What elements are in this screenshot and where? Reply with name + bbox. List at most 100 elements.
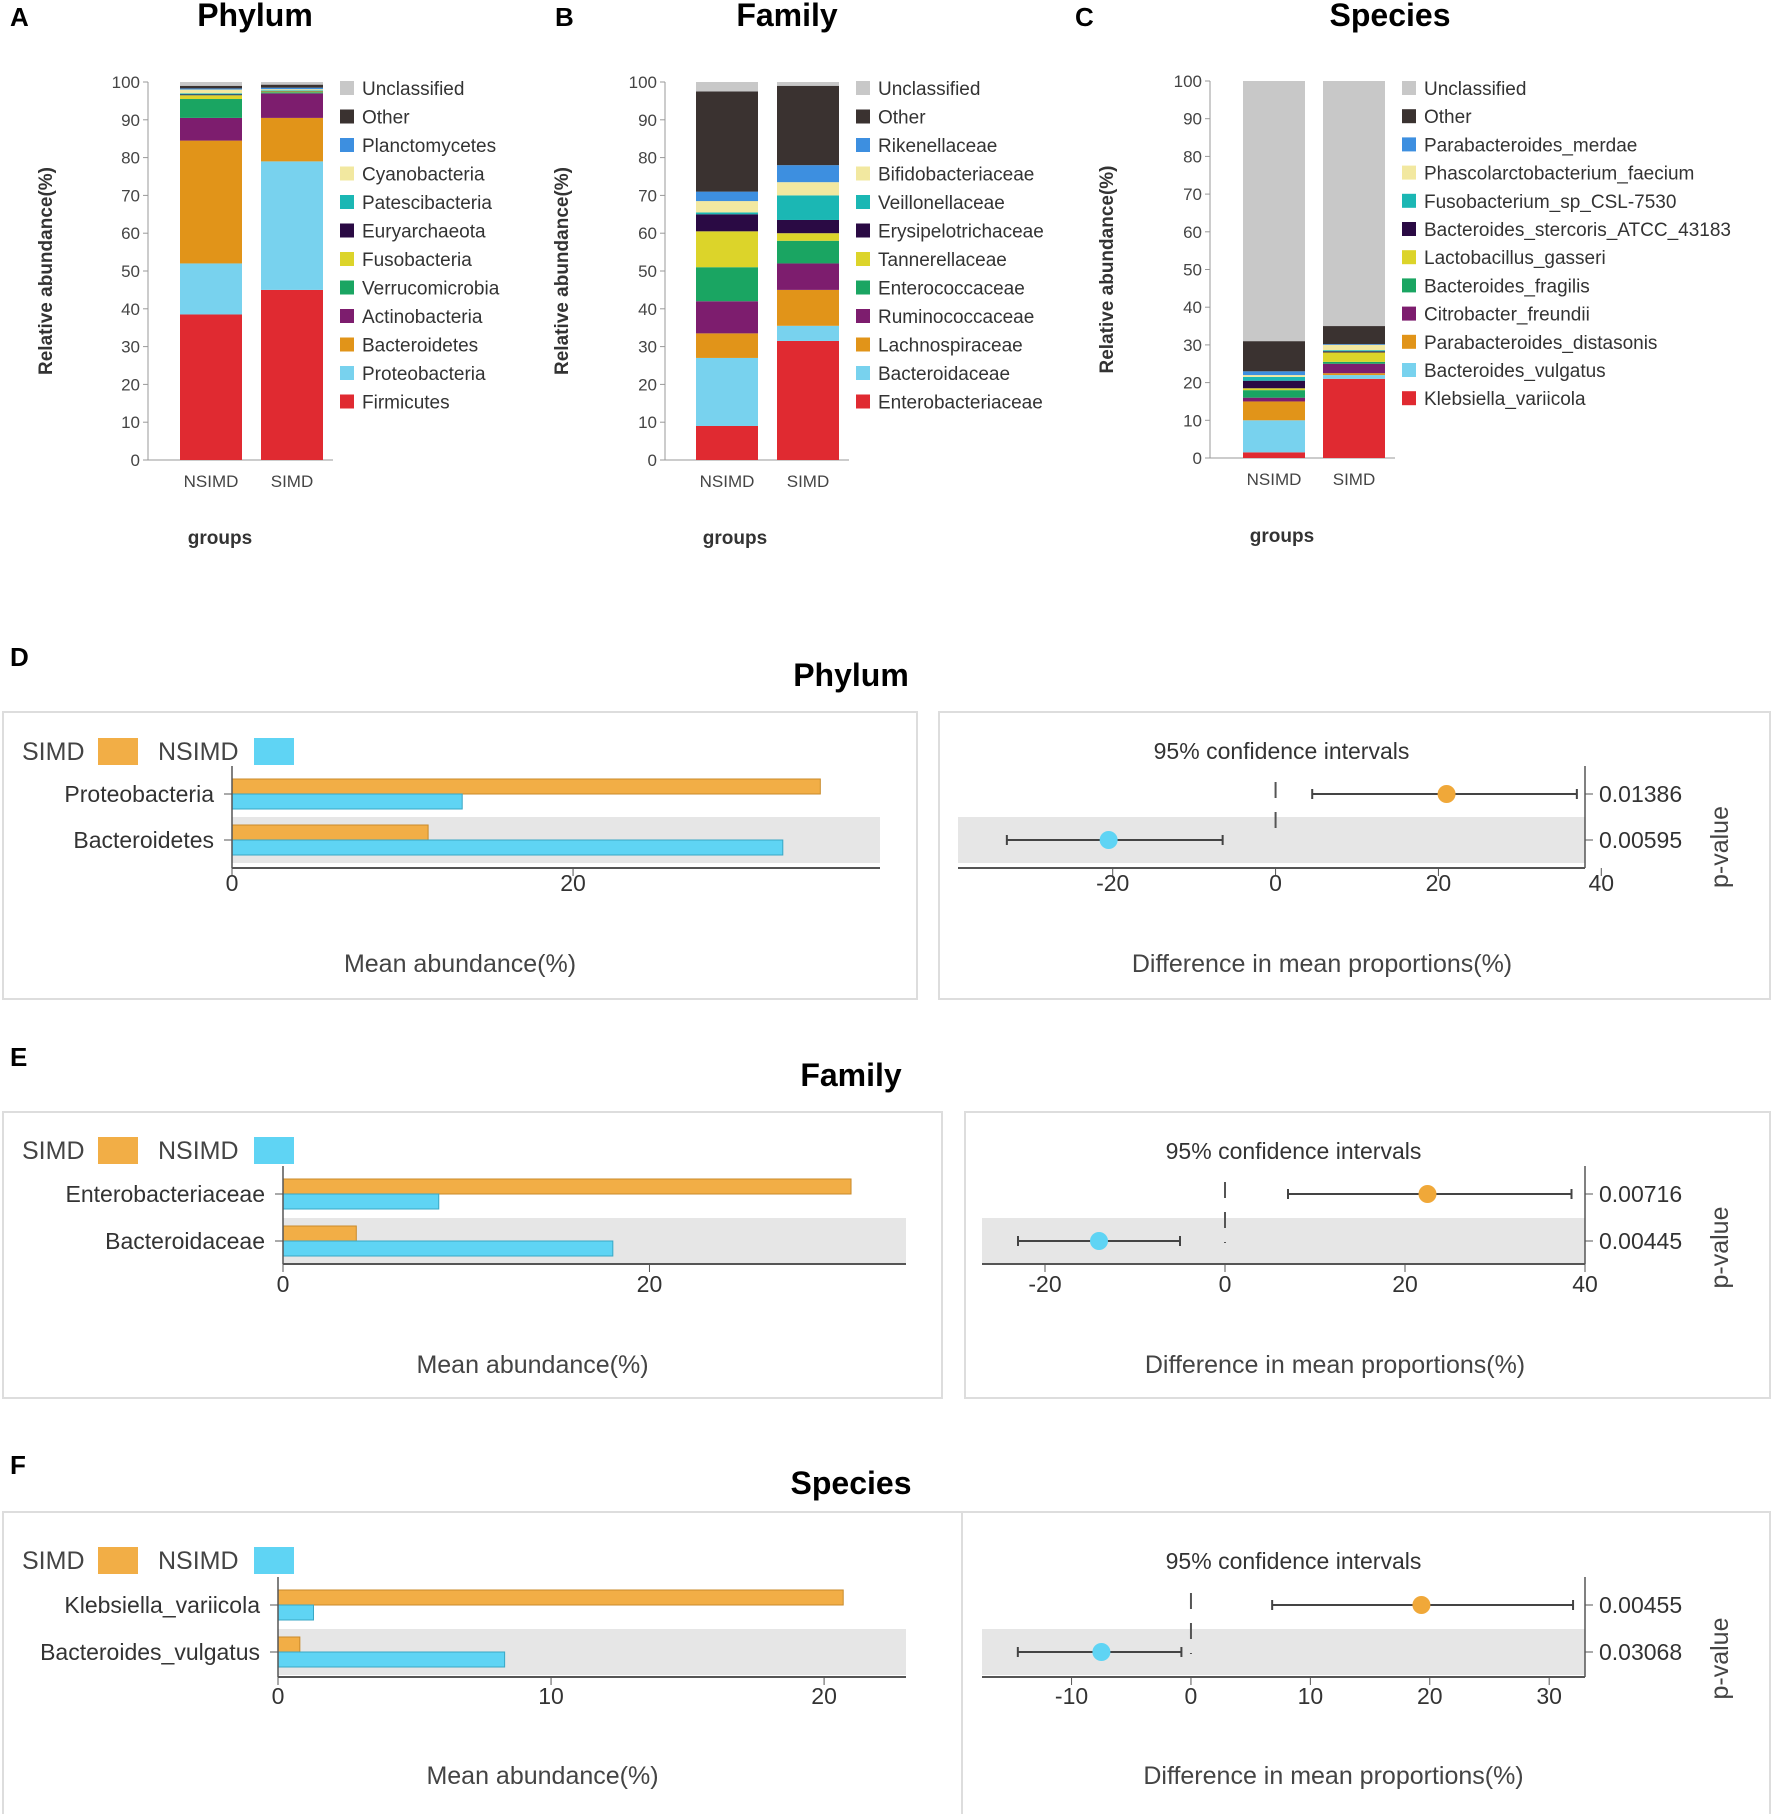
- x-tick-label: NSIMD: [1247, 470, 1302, 489]
- bar-segment-simd-fusobacteria: [261, 91, 323, 93]
- legend-label: Erysipelotrichaceae: [878, 222, 1044, 243]
- legend-label: Lactobacillus_gasseri: [1424, 248, 1606, 269]
- row-label: Enterobacteriaceae: [66, 1181, 265, 1207]
- bar-segment-simd-other: [777, 85, 839, 166]
- y-tick-label: 60: [1183, 223, 1202, 242]
- bar-nsimd-proteobacteria: [231, 793, 463, 810]
- legend-label: Rikenellaceae: [878, 136, 997, 157]
- bar-nsimd-bacteroides-vulgatus: [277, 1651, 506, 1668]
- y-axis-title: Relative abundance(%): [1097, 166, 1118, 374]
- y-tick-label: 50: [1183, 261, 1202, 280]
- y-tick-label: 30: [638, 338, 657, 357]
- p-value-axis-title: p-value: [1706, 1618, 1734, 1700]
- legend-swatch-lachnospiraceae: [856, 337, 870, 352]
- left-frame: [2, 1111, 943, 1399]
- legend-label: Unclassified: [362, 79, 464, 100]
- right-frame: [938, 711, 1771, 1000]
- y-tick-label: 100: [1174, 72, 1202, 91]
- y-axis-title: Relative abundance(%): [36, 167, 57, 375]
- ci-x-tick-label: -20: [1096, 870, 1129, 896]
- bar-segment-nsimd-lachnospiraceae: [696, 333, 758, 358]
- panel-title: Phylum: [197, 0, 313, 33]
- y-tick-label: 80: [121, 149, 140, 168]
- right-frame: [961, 1511, 1771, 1814]
- bar-segment-simd-bacteroidaceae: [777, 325, 839, 341]
- bar-segment-nsimd-enterobacteriaceae: [696, 425, 758, 460]
- legend-label: Bifidobacteriaceae: [878, 165, 1034, 186]
- panel-title: Species: [791, 1465, 912, 1501]
- bar-x-tick-label: 0: [272, 1683, 285, 1709]
- legend-label: Other: [878, 108, 926, 129]
- bar-segment-simd-unclassified: [777, 82, 839, 86]
- legend-swatch-tannerellaceae: [856, 252, 870, 266]
- legend-label: Bacteroides_vulgatus: [1424, 361, 1606, 382]
- legend-swatch-ruminococcaceae: [856, 309, 870, 323]
- bar-simd-klebsiella-variicola: [277, 1589, 844, 1606]
- ci-x-tick-label: 0: [1269, 870, 1282, 896]
- panel-title: Phylum: [793, 657, 909, 693]
- y-tick-label: 0: [1193, 449, 1202, 468]
- panel-label: A: [10, 2, 29, 32]
- bar-nsimd-bacteroidaceae: [282, 1240, 614, 1257]
- x-tick-label: NSIMD: [700, 472, 755, 491]
- legend-label: Fusobacterium_sp_CSL-7530: [1424, 192, 1676, 213]
- legend-swatch-fusobacteria: [340, 252, 354, 266]
- bar-segment-simd-planctomycetes: [261, 87, 323, 90]
- legend-swatch-planctomycetes: [340, 138, 354, 152]
- panel-label: F: [10, 1450, 26, 1480]
- bar-segment-simd-ruminococcaceae: [777, 263, 839, 290]
- ci-x-axis-title: Difference in mean proportions(%): [1145, 1351, 1525, 1379]
- bar-x-tick-label: 10: [538, 1683, 564, 1709]
- bar-segment-nsimd-citrobacter-freundii: [1243, 397, 1305, 402]
- y-tick-label: 30: [1183, 336, 1202, 355]
- bar-segment-simd-phascolarctobacterium-faecium: [1323, 344, 1385, 351]
- bar-segment-nsimd-klebsiella-variicola: [1243, 452, 1305, 458]
- row-label: Bacteroidetes: [73, 827, 214, 853]
- row-label: Bacteroidaceae: [105, 1228, 265, 1254]
- legend-swatch-enterobacteriaceae: [856, 394, 870, 409]
- legend-swatch-actinobacteria: [340, 309, 354, 323]
- bar-simd-enterobacteriaceae: [282, 1178, 852, 1195]
- legend-swatch-bacteroidaceae: [856, 366, 870, 380]
- bar-simd-bacteroidetes: [231, 824, 429, 841]
- y-tick-label: 60: [121, 224, 140, 243]
- stacked-chart-phylum: A Phylum 0 10 20 30 40 50 60 70 80 90 100 NSIMD SIMD Re…: [10, 0, 500, 549]
- ci-point-enterobacteriaceae: [1418, 1185, 1437, 1203]
- legend-label: Patescibacteria: [362, 193, 492, 214]
- y-tick-label: 80: [638, 149, 657, 168]
- y-tick-label: 20: [1183, 374, 1202, 393]
- legend-label: Unclassified: [1424, 79, 1526, 100]
- legend-label: Unclassified: [878, 79, 980, 100]
- legend-swatch-simd: [98, 738, 138, 765]
- bar-x-axis-title: Mean abundance(%): [344, 950, 576, 978]
- p-value-text: 0.03068: [1599, 1639, 1682, 1665]
- legend-label: Other: [362, 108, 410, 129]
- error-plot-species: F Species SIMD NSIMD Klebsiella_variicola Bac…: [2, 1450, 1771, 1814]
- y-tick-label: 10: [1183, 411, 1202, 430]
- bar-segment-nsimd-unclassified: [180, 82, 242, 86]
- y-tick-label: 70: [638, 186, 657, 205]
- bar-segment-nsimd-cyanobacteria: [180, 89, 242, 94]
- bar-segment-simd-patescibacteria: [261, 90, 323, 92]
- y-tick-label: 20: [121, 375, 140, 394]
- bar-segment-nsimd-erysipelotrichaceae: [696, 214, 758, 232]
- error-plot-family: E Family SIMD NSIMD Enterobacteriaceae Bacter…: [2, 1042, 1771, 1399]
- bar-x-tick-label: 20: [811, 1683, 837, 1709]
- bar-segment-nsimd-actinobacteria: [180, 117, 242, 141]
- bar-x-tick-label: 0: [277, 1271, 290, 1297]
- bar-segment-nsimd-other: [180, 85, 242, 89]
- legend-label: Bacteroidaceae: [878, 364, 1010, 385]
- ci-x-tick-label: 40: [1572, 1271, 1598, 1297]
- y-tick-label: 50: [638, 262, 657, 281]
- row-label: Proteobacteria: [64, 781, 214, 807]
- bar-segment-nsimd-bacteroidetes: [180, 140, 242, 264]
- bar-segment-nsimd-bacteroides-vulgatus: [1243, 420, 1305, 453]
- p-value-text: 0.01386: [1599, 781, 1682, 807]
- legend-label: Tannerellaceae: [878, 250, 1007, 271]
- bar-segment-nsimd-fusobacteria: [180, 95, 242, 100]
- ci-x-tick-label: 20: [1426, 870, 1452, 896]
- legend-swatch-cyanobacteria: [340, 166, 354, 181]
- bar-x-tick-label: 20: [560, 870, 586, 896]
- legend-swatch-other: [340, 109, 354, 124]
- bar-segment-simd-firmicutes: [261, 289, 323, 460]
